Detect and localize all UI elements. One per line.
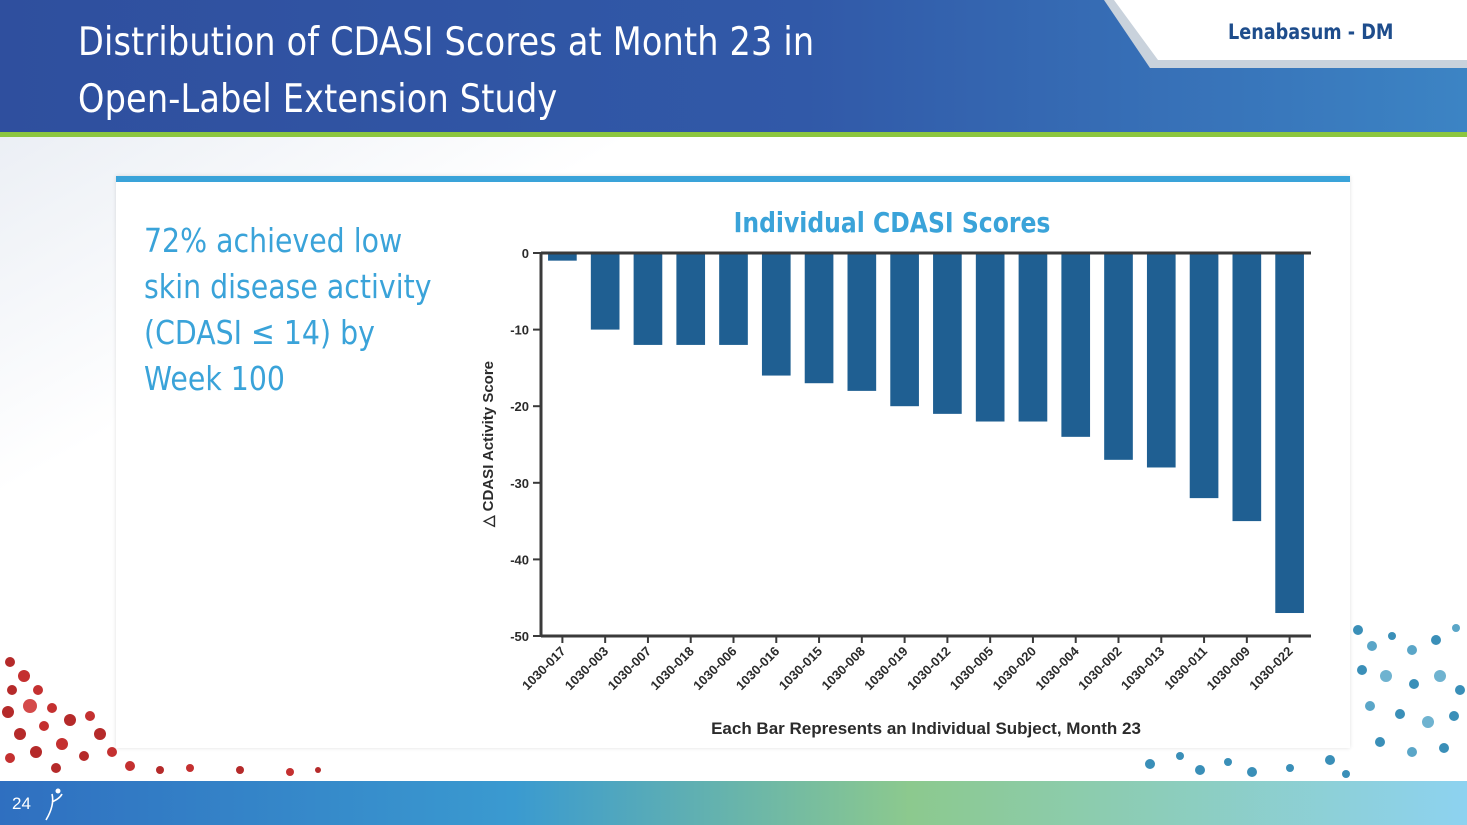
slide-title: Distribution of CDASI Scores at Month 23…: [78, 14, 938, 128]
key-finding-line-2: skin disease activity: [144, 267, 432, 306]
x-tick-label: 1030-022: [1246, 644, 1295, 693]
x-tick-label: 1030-009: [1203, 644, 1252, 693]
y-axis-label: △ CDASI Activity Score: [480, 361, 497, 528]
x-tick-label: 1030-002: [1075, 644, 1124, 693]
y-ticks-group: 0 -10 -20 -30 -40 -50: [510, 246, 541, 644]
bar-1030-012: [933, 253, 962, 414]
x-tick-label: 1030-008: [818, 644, 867, 693]
chart-title: Individual CDASI Scores: [734, 207, 1051, 239]
slide-title-line-1: Distribution of CDASI Scores at Month 23…: [78, 20, 815, 65]
key-finding-line-3: (CDASI ≤ 14) by: [144, 313, 375, 352]
bar-1030-022: [1275, 253, 1304, 614]
bar-1030-015: [804, 253, 834, 384]
page-number: 24: [12, 794, 31, 813]
bar-1030-009: [1232, 253, 1262, 522]
y-tick-label: -50: [510, 629, 529, 644]
bar-1030-017: [548, 253, 577, 261]
y-tick-label: -10: [510, 323, 529, 338]
bar-1030-018: [676, 253, 706, 345]
bar-1030-020: [1018, 253, 1048, 422]
content-panel: 72% achieved low skin disease activity (…: [116, 176, 1350, 748]
bar-1030-016: [761, 253, 791, 376]
bar-1030-004: [1061, 253, 1091, 437]
y-tick-label: 0: [522, 246, 529, 261]
key-finding-text: 72% achieved low skin disease activity (…: [144, 218, 454, 402]
bar-1030-003: [590, 253, 620, 330]
x-tick-label: 1030-016: [733, 644, 782, 693]
brand-tag: Lenabasum - DM: [1228, 20, 1394, 44]
slide-title-line-2: Open-Label Extension Study: [78, 77, 558, 122]
x-axis-label: Each Bar Represents an Individual Subjec…: [711, 719, 1141, 738]
key-finding-line-1: 72% achieved low: [144, 221, 403, 260]
panel-accent-bar: [116, 176, 1350, 182]
cdasi-bar-chart: Individual CDASI Scores 0 -10 -20 -30 -40 -50…: [480, 207, 1311, 738]
y-tick-label: -40: [510, 552, 529, 567]
x-tick-label: 1030-017: [519, 644, 568, 693]
x-tick-label: 1030-019: [861, 644, 910, 693]
bar-1030-005: [975, 253, 1005, 422]
red-dots-decoration: [2, 657, 321, 776]
bar-1030-011: [1189, 253, 1219, 499]
x-tick-label: 1030-005: [947, 644, 996, 693]
bars-group: [548, 253, 1304, 614]
bar-1030-019: [890, 253, 919, 407]
bar-1030-013: [1146, 253, 1176, 468]
x-tick-label: 1030-012: [904, 644, 953, 693]
axes-group: [539, 251, 1311, 638]
x-tick-label: 1030-015: [776, 644, 825, 693]
key-finding-line-4: Week 100: [144, 359, 285, 398]
y-tick-label: -30: [510, 476, 529, 491]
bar-1030-007: [633, 253, 663, 345]
x-tick-label: 1030-013: [1118, 644, 1167, 693]
y-tick-label: -20: [510, 399, 529, 414]
bar-1030-006: [719, 253, 748, 345]
x-tick-label: 1030-018: [647, 644, 696, 693]
bar-1030-002: [1104, 253, 1133, 460]
x-tick-label: 1030-004: [1032, 643, 1082, 693]
x-tick-label: 1030-006: [690, 644, 739, 693]
company-logo-icon: [45, 788, 63, 821]
x-tick-label: 1030-011: [1161, 644, 1210, 693]
blue-dots-decoration: [1145, 624, 1465, 778]
header-accent-line: [0, 132, 1467, 137]
bar-1030-008: [847, 253, 877, 391]
x-tick-label: 1030-003: [562, 644, 611, 693]
x-tick-label: 1030-007: [605, 644, 654, 693]
x-ticks-group: 1030-0171030-0031030-0071030-0181030-006…: [519, 636, 1296, 693]
x-tick-label: 1030-020: [990, 644, 1039, 693]
footer-band: [0, 781, 1467, 825]
